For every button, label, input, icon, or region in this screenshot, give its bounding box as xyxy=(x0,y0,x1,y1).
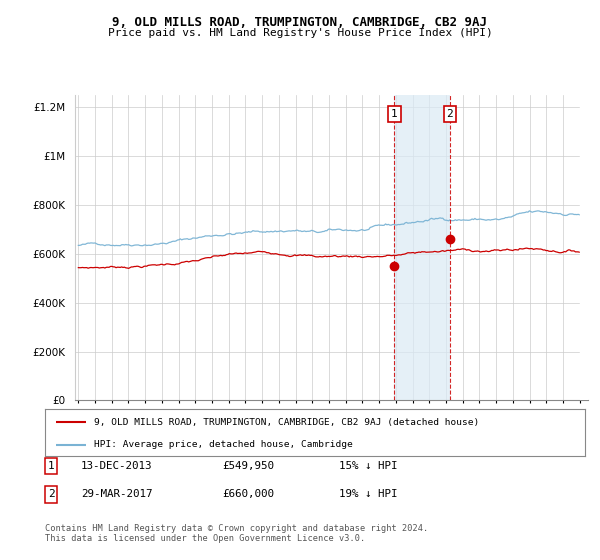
Text: 1: 1 xyxy=(47,461,55,471)
Text: 13-DEC-2013: 13-DEC-2013 xyxy=(81,461,152,471)
Text: 1: 1 xyxy=(391,109,398,119)
Text: 9, OLD MILLS ROAD, TRUMPINGTON, CAMBRIDGE, CB2 9AJ: 9, OLD MILLS ROAD, TRUMPINGTON, CAMBRIDG… xyxy=(113,16,487,29)
Text: 2: 2 xyxy=(446,109,453,119)
Text: £549,950: £549,950 xyxy=(222,461,274,471)
Text: 9, OLD MILLS ROAD, TRUMPINGTON, CAMBRIDGE, CB2 9AJ (detached house): 9, OLD MILLS ROAD, TRUMPINGTON, CAMBRIDG… xyxy=(94,418,479,427)
Text: 19% ↓ HPI: 19% ↓ HPI xyxy=(339,489,397,500)
Text: 2: 2 xyxy=(47,489,55,500)
Text: £660,000: £660,000 xyxy=(222,489,274,500)
Text: HPI: Average price, detached house, Cambridge: HPI: Average price, detached house, Camb… xyxy=(94,440,352,449)
Text: 29-MAR-2017: 29-MAR-2017 xyxy=(81,489,152,500)
Text: 15% ↓ HPI: 15% ↓ HPI xyxy=(339,461,397,471)
Text: Contains HM Land Registry data © Crown copyright and database right 2024.
This d: Contains HM Land Registry data © Crown c… xyxy=(45,524,428,543)
Bar xyxy=(580,95,588,400)
Bar xyxy=(394,95,450,400)
Text: Price paid vs. HM Land Registry's House Price Index (HPI): Price paid vs. HM Land Registry's House … xyxy=(107,28,493,38)
